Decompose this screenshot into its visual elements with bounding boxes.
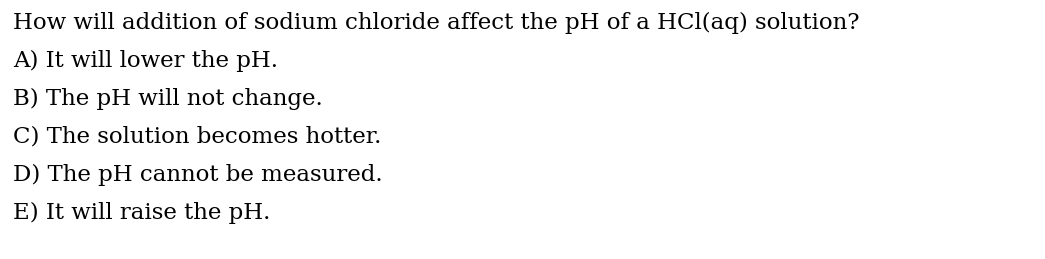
- Text: How will addition of sodium chloride affect the pH of a HCl(aq) solution?: How will addition of sodium chloride aff…: [13, 12, 859, 34]
- Text: C) The solution becomes hotter.: C) The solution becomes hotter.: [13, 126, 381, 148]
- Text: E) It will raise the pH.: E) It will raise the pH.: [13, 202, 271, 224]
- Text: B) The pH will not change.: B) The pH will not change.: [13, 88, 323, 110]
- Text: D) The pH cannot be measured.: D) The pH cannot be measured.: [13, 164, 382, 186]
- Text: A) It will lower the pH.: A) It will lower the pH.: [13, 50, 278, 72]
